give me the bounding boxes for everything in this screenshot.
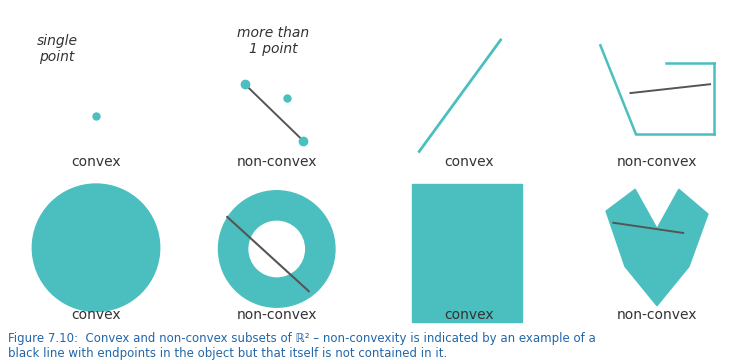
- Text: convex: convex: [72, 155, 120, 169]
- Text: convex: convex: [72, 308, 120, 322]
- Circle shape: [249, 221, 304, 277]
- Text: convex: convex: [444, 155, 493, 169]
- Text: more than
1 point: more than 1 point: [237, 26, 309, 56]
- Circle shape: [218, 191, 335, 307]
- Text: single
point: single point: [37, 34, 78, 64]
- Text: non-convex: non-convex: [617, 308, 697, 322]
- Circle shape: [32, 184, 160, 312]
- Text: Figure 7.10:  Convex and non-convex subsets of ℝ² – non-convexity is indicated b: Figure 7.10: Convex and non-convex subse…: [8, 332, 596, 360]
- Polygon shape: [606, 189, 708, 306]
- Text: non-convex: non-convex: [236, 155, 317, 169]
- Text: non-convex: non-convex: [617, 155, 697, 169]
- Bar: [412, 184, 522, 322]
- Text: non-convex: non-convex: [236, 308, 317, 322]
- Text: convex: convex: [444, 308, 493, 322]
